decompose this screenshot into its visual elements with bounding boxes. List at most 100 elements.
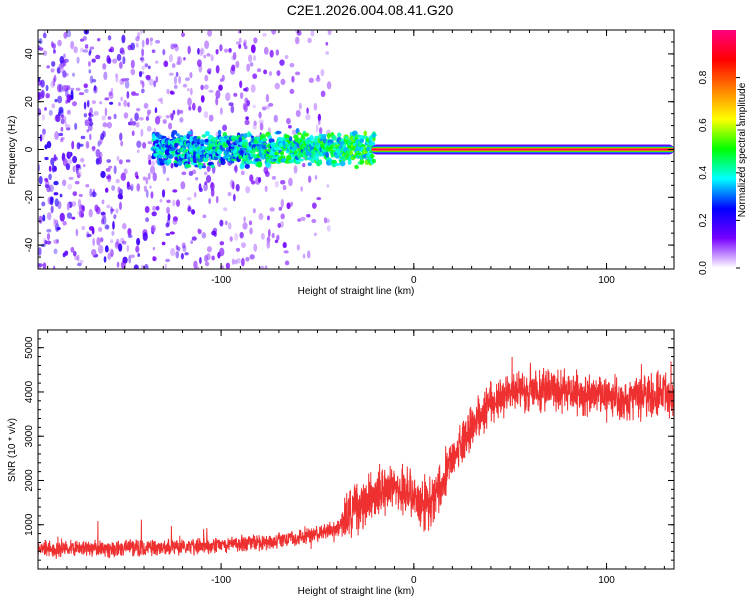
spectrogram-cell <box>82 163 86 168</box>
spectrogram-cell <box>177 246 181 252</box>
x-tick-label: 100 <box>598 575 615 586</box>
spectrogram-cell <box>176 133 180 137</box>
spectrogram-cell <box>204 74 209 82</box>
spectrogram-cell <box>140 30 143 35</box>
spectrogram-cell <box>46 65 50 69</box>
spectrogram-cell <box>141 48 145 57</box>
snr-panel: -100 0 100 1000 2000 3000 4000 5000 Height of s… <box>7 329 675 597</box>
spectrogram-cell <box>53 248 58 255</box>
spectrogram-cell <box>273 151 280 156</box>
spectrogram-cell <box>172 216 178 222</box>
y-tick-label: -40 <box>24 237 35 252</box>
spectrogram-cell <box>144 205 150 214</box>
spectrogram-cell <box>212 137 217 142</box>
spectrogram-cell <box>231 55 237 61</box>
spectrogram-cell <box>271 30 277 35</box>
spectrogram-cell <box>41 132 45 141</box>
spectrogram-cell <box>222 124 228 132</box>
spectrogram-cell <box>67 158 73 165</box>
spectrogram-cell <box>187 97 192 107</box>
spectrogram-cell <box>193 192 197 198</box>
spectrogram-cell <box>243 104 248 113</box>
spectrogram-cell <box>337 132 342 138</box>
spectrogram-cell <box>150 160 155 167</box>
spectrogram-cell <box>232 52 237 60</box>
spectrogram-cell <box>161 189 166 198</box>
spectrogram-cell <box>95 206 101 215</box>
spectrogram-cell <box>38 247 42 256</box>
spectrogram-cell <box>99 237 104 243</box>
spectrogram-cell <box>100 170 106 179</box>
spectrogram-cell <box>95 54 101 60</box>
spectrogram-cell <box>245 186 251 194</box>
spectrogram-cell <box>80 47 85 53</box>
colorbar-tick-label: 0.6 <box>698 118 709 132</box>
spectrogram-cell <box>84 88 89 93</box>
x-tick-label: -100 <box>211 275 231 286</box>
spectrogram-cell <box>183 57 186 61</box>
spectrogram-cell <box>229 236 233 242</box>
spectrogram-cell <box>130 185 134 192</box>
colorbar-ticks: 0.0 0.2 0.4 0.6 0.8 <box>698 70 740 275</box>
spectrogram-cell <box>187 131 193 135</box>
spectrogram-cell <box>38 108 42 116</box>
spectrogram-cell <box>199 48 204 57</box>
spectrogram-cell <box>81 225 85 231</box>
spectrogram-cell <box>200 47 205 55</box>
spectrogram-cell <box>242 141 249 146</box>
spectrogram-cell <box>183 134 187 141</box>
spectrogram-cell <box>108 248 114 255</box>
spectrogram-cell <box>284 260 290 266</box>
spectrogram-cell <box>239 80 243 89</box>
x-tick-label: 100 <box>598 275 615 286</box>
spectrogram-cell <box>58 63 64 69</box>
spectrogram-cell <box>166 177 170 182</box>
spectrogram-cell <box>169 113 174 119</box>
spectrogram-cell <box>142 176 146 181</box>
spectrogram-cell <box>300 186 303 192</box>
spectrogram-cell <box>203 54 207 59</box>
spectrogram-cell <box>307 175 312 183</box>
spectrogram-cell <box>62 179 67 187</box>
spectrogram-cell <box>303 132 310 137</box>
colorbar-tick-label: 0.0 <box>698 261 709 275</box>
spectrogram-cell <box>206 165 211 172</box>
spectrogram-cell <box>276 70 281 77</box>
spectrogram-cell <box>134 92 140 96</box>
spectrogram-cell <box>203 111 209 119</box>
spectrogram-cell <box>313 102 318 111</box>
spectrogram-cell <box>107 57 112 65</box>
spectrogram-cell <box>184 252 189 256</box>
spectrogram-cell <box>89 133 92 141</box>
spectrogram-cell <box>219 241 225 246</box>
spectrogram-cell <box>147 141 153 145</box>
spectrogram-cell <box>197 148 204 155</box>
spectrogram-cell <box>361 144 367 148</box>
spectrogram-cell <box>210 54 214 62</box>
spectrogram-cell <box>39 134 43 142</box>
y-tick-label: 2000 <box>24 469 35 492</box>
spectrogram-cell <box>66 94 71 103</box>
spectrogram-cell <box>245 256 250 262</box>
spectrogram-cell <box>170 162 174 169</box>
spectrogram-cell <box>151 49 156 54</box>
spectrogram-cell <box>211 255 215 261</box>
spectrogram-cell <box>141 88 145 94</box>
spectrogram-cell <box>116 155 120 162</box>
spectrogram-cell <box>91 191 97 198</box>
spectrogram-cell <box>68 151 72 157</box>
spectrogram-cell <box>71 101 78 107</box>
spectrogram-cell <box>208 198 212 205</box>
spectrogram-cell <box>246 99 250 107</box>
spectrogram-cell <box>252 104 256 109</box>
spectrogram-cell <box>221 74 225 82</box>
spectrogram-cell <box>187 45 191 55</box>
spectrogram-cell <box>326 224 331 232</box>
spectrogram-cell <box>273 114 278 123</box>
snr-x-axis-label: Height of straight line (km) <box>298 586 415 597</box>
spectrogram-cell <box>200 95 205 103</box>
spectrogram-cell <box>178 75 182 85</box>
spectrogram-cell <box>286 202 291 210</box>
spectrogram-cell <box>112 58 118 64</box>
spectrogram-cell <box>223 48 229 53</box>
